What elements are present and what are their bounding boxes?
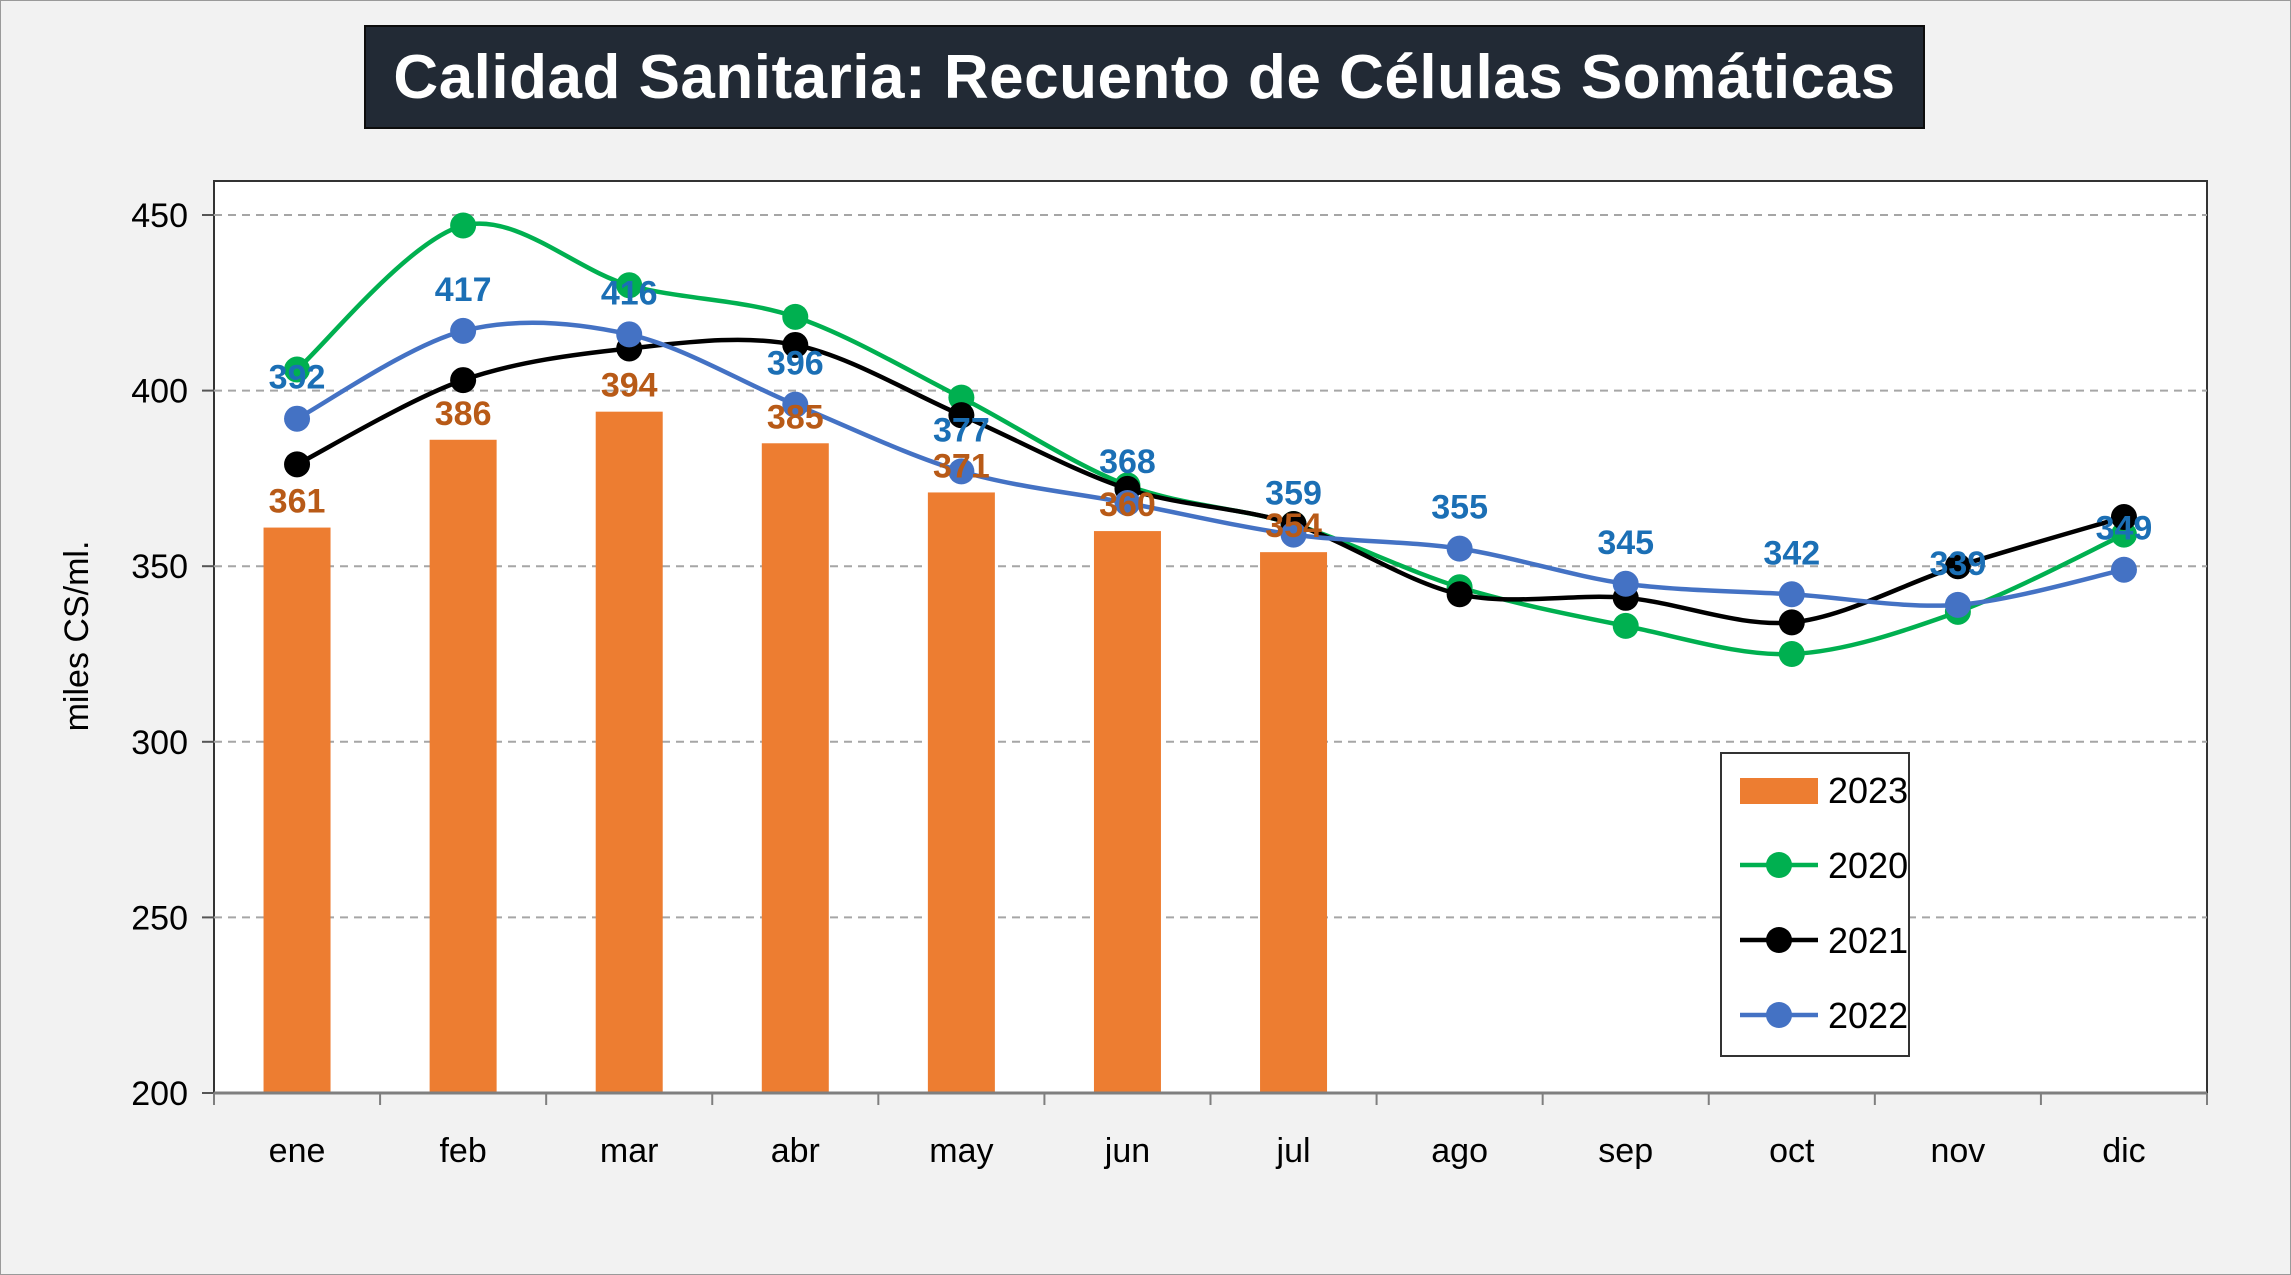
point-2021-dic [2110,504,2137,531]
line-value-label: 342 [1763,534,1820,572]
legend-swatch-marker [1766,1002,1792,1028]
line-value-label: 339 [1930,545,1987,583]
y-axis-title: miles CS/ml. [58,541,96,732]
point-2022-abr [782,391,809,418]
bar-jun [1093,531,1161,1093]
point-2020-abr [782,303,809,330]
x-tick-label: dic [2102,1132,2145,1170]
y-tick-label: 350 [131,548,188,586]
x-tick-label: jun [1104,1132,1150,1170]
legend: 2023 2020 2021 2022 [1720,752,1910,1057]
line-value-label: 377 [933,411,990,449]
y-axis: 200 250 300 350 400 450 [131,197,214,1113]
bar-value-label: 361 [269,483,326,521]
x-tick-label: mar [600,1132,659,1170]
point-2021-feb [450,367,477,394]
data-labels: 361 386 394 385 371 360 354 392 417 416 396 377 368 3… [269,271,2153,583]
legend-label: 2020 [1828,845,1908,886]
point-2022-ago [1446,535,1473,562]
line-2021 [296,337,2125,626]
y-tick-label: 450 [131,197,188,235]
line-value-label: 355 [1431,489,1488,527]
line-series [284,212,2137,667]
line-value-label: 349 [2096,510,2153,548]
legend-label: 2023 [1828,770,1908,811]
legend-swatch-bar [1740,778,1818,804]
chart-title: Calidad Sanitaria: Recuento de Células S… [393,42,1896,112]
chart-title-box: Calidad Sanitaria: Recuento de Células S… [364,25,1925,129]
point-2022-nov [1944,591,1971,618]
x-tick-label: ago [1431,1132,1488,1170]
bar-mar [595,411,663,1093]
bar-value-label: 385 [767,398,824,436]
point-2021-oct [1778,609,1805,636]
x-tick-label: nov [1930,1132,1985,1170]
line-2022 [295,320,2125,608]
bar-value-label: 371 [933,447,990,485]
x-tick-label: feb [439,1132,486,1170]
x-tick-label: abr [771,1132,820,1170]
bar-abr [761,443,829,1093]
legend-item-2023: 2023 [1740,770,1908,811]
bar-value-label: 354 [1265,507,1322,545]
y-tick-label: 250 [131,899,188,937]
line-value-label: 359 [1265,475,1322,513]
y-tick-label: 300 [131,724,188,762]
x-axis: ene feb mar abr may jun jul ago sep oct nov dic [213,1091,2208,1170]
point-2021-abr [782,331,809,358]
bar-ene [263,527,331,1093]
y-tick-label: 400 [131,373,188,411]
point-2020-feb [450,212,477,239]
point-2022-oct [1778,581,1805,608]
point-2022-jul [1280,521,1307,548]
bar-may [927,492,995,1093]
x-tick-label: ene [269,1132,326,1170]
x-tick-label: oct [1769,1132,1815,1170]
y-tick-label: 200 [131,1075,188,1113]
point-2020-sep [1612,612,1639,639]
legend-swatch-marker [1766,852,1792,878]
point-2021-nov [1944,553,1971,580]
bars-2023 [263,411,1328,1093]
point-2022-feb [450,317,477,344]
point-2021-ago [1446,581,1473,608]
bar-jul [1260,552,1328,1093]
point-2022-may [948,458,975,485]
bar-value-label: 360 [1099,486,1156,524]
point-2022-mar [616,321,643,348]
point-2022-dic [2110,556,2137,583]
legend-label: 2021 [1828,920,1908,961]
line-value-label: 396 [767,345,824,383]
legend-swatch-marker [1766,927,1792,953]
line-value-label: 417 [435,271,492,309]
point-2021-ene [284,451,311,478]
point-2020-oct [1778,641,1805,667]
point-2021-may [948,402,975,429]
x-tick-label: may [929,1132,993,1170]
line-value-label: 392 [269,359,326,397]
bar-value-label: 394 [601,367,658,405]
legend-item-2022: 2022 [1740,995,1908,1036]
x-tick-label: sep [1598,1132,1653,1170]
line-value-label: 345 [1597,524,1654,562]
series-2022 [284,317,2137,618]
point-2022-ene [284,405,311,432]
bar-feb [429,439,497,1093]
gridlines [214,214,2207,919]
legend-item-2020: 2020 [1740,845,1908,886]
point-2022-jun [1114,489,1141,516]
line-value-label: 368 [1099,443,1156,481]
line-value-label: 416 [601,274,658,312]
point-2020-ene [284,356,311,383]
x-tick-label: jul [1276,1132,1311,1170]
bar-value-label: 386 [435,395,492,433]
point-2020-mar [616,272,643,299]
legend-item-2021: 2021 [1740,920,1908,961]
point-2022-sep [1612,570,1639,597]
legend-label: 2022 [1828,995,1908,1036]
